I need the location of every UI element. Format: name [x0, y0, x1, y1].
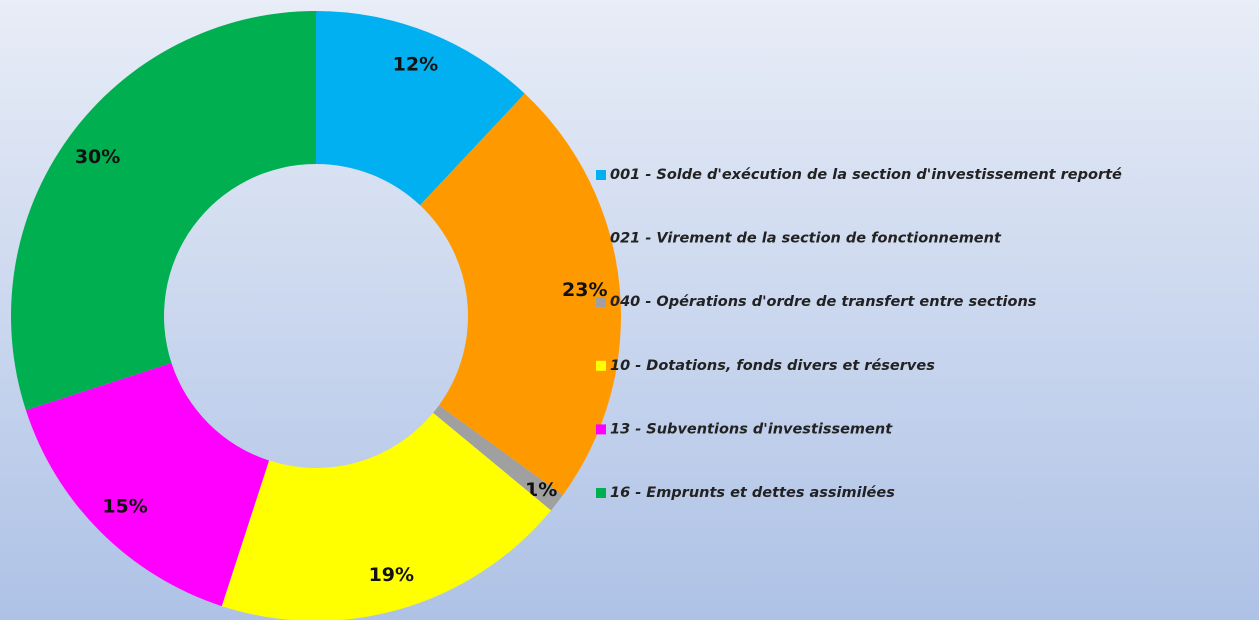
legend-label: 16 - Emprunts et dettes assimilées [610, 485, 895, 501]
donut-slice [25, 362, 270, 607]
legend-label: 001 - Solde d'exécution de la section d'… [610, 167, 1122, 183]
donut-slice [420, 93, 622, 496]
legend-label: 10 - Dotations, fonds divers et réserves [610, 358, 935, 374]
legend-label: 040 - Opérations d'ordre de transfert en… [610, 294, 1037, 310]
donut-slice [10, 11, 317, 411]
donut-slice [221, 412, 552, 620]
donut-slice [316, 11, 525, 206]
legend-label: 13 - Subventions d'investissement [610, 421, 893, 437]
donut-slice [433, 405, 563, 511]
data-label: 15% [102, 495, 147, 517]
legend-swatch [596, 233, 606, 244]
data-label: 12% [393, 53, 438, 75]
legend-swatch [596, 360, 606, 371]
legend-label: 021 - Virement de la section de fonction… [610, 231, 1002, 247]
legend-swatch [596, 424, 606, 435]
legend-swatch [596, 170, 606, 180]
data-label: 23% [562, 279, 607, 301]
legend-swatch [596, 297, 606, 308]
legend-swatch [596, 488, 606, 498]
data-label: 19% [369, 564, 414, 586]
data-label: 30% [75, 146, 120, 168]
